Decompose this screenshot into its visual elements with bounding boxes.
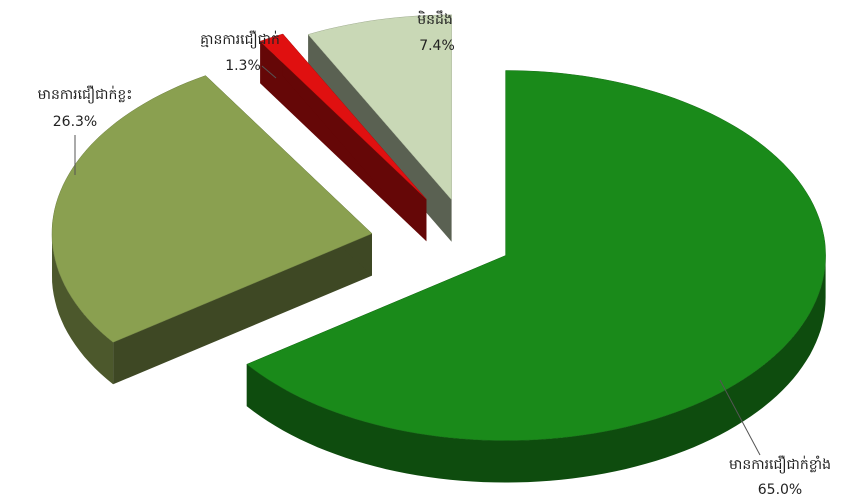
- value-label: 26.3%: [53, 114, 97, 130]
- slice: [51, 75, 373, 343]
- leader-line: [719, 379, 761, 456]
- slice: [307, 14, 452, 201]
- value-label: 1.3%: [225, 58, 261, 74]
- slice-label: មានការជឿជាក់ខ្លះ: [38, 85, 133, 104]
- slice-label: គ្មានការជឿជាក់: [200, 30, 280, 49]
- value-label: 7.4%: [419, 38, 455, 54]
- slice: [246, 70, 826, 441]
- slice-side: [246, 255, 826, 483]
- slice-side: [52, 233, 114, 385]
- value-label: 65.0%: [758, 482, 802, 498]
- slice-label: មានការជឿជាក់ខ្លាំង: [729, 455, 831, 474]
- slice: [259, 33, 427, 200]
- slice-wall: [113, 233, 372, 385]
- leader-line: [261, 65, 277, 79]
- slice-label: មិនដឹង: [417, 10, 453, 28]
